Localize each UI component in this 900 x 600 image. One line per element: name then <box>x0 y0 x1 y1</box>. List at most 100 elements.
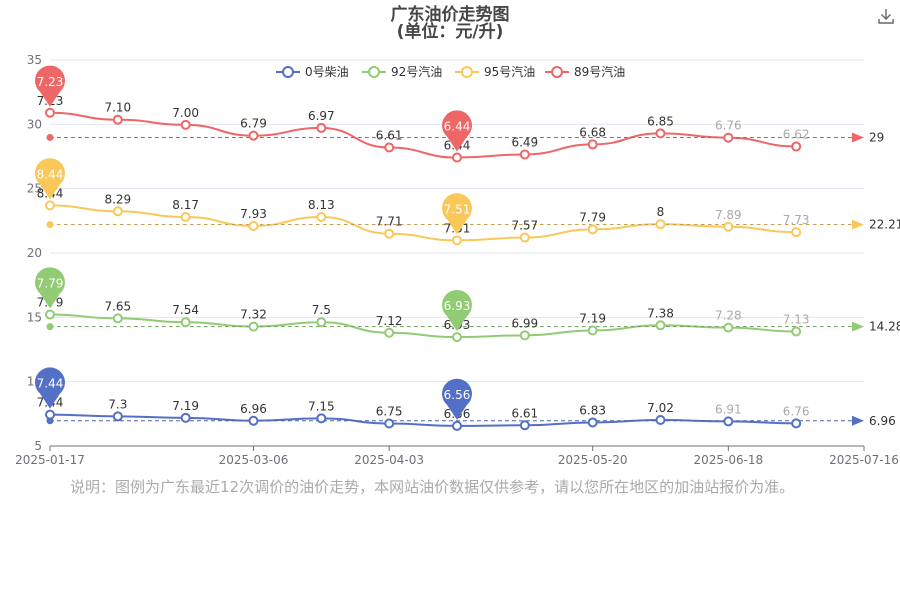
data-label: 6.97 <box>308 109 335 123</box>
data-point <box>45 309 55 320</box>
data-label: 7.02 <box>647 401 674 415</box>
data-point <box>723 132 734 143</box>
data-point <box>112 313 123 324</box>
data-label: 6.76 <box>715 119 742 133</box>
min-pin-label: 6.44 <box>444 120 471 134</box>
data-point <box>248 130 259 141</box>
max-pin-shape <box>35 158 65 200</box>
min-pin-label: 7.51 <box>444 202 471 216</box>
data-point <box>316 122 327 133</box>
legend-item-1[interactable]: 92号汽油 <box>362 64 442 79</box>
x-axis: 2025-01-17 2025-03-06 2025-04-03 2025-05-20… <box>15 446 899 467</box>
data-label: 6.91 <box>715 402 742 416</box>
data-label: 6.68 <box>579 125 606 139</box>
data-point <box>316 211 327 222</box>
min-pin-label: 6.93 <box>444 299 471 313</box>
data-point <box>791 141 802 152</box>
data-point <box>384 418 395 429</box>
data-point <box>655 320 666 331</box>
data-point <box>180 211 191 222</box>
x-tick-label: 2025-05-20 <box>558 453 628 467</box>
data-label: 6.83 <box>579 403 606 417</box>
data-label: 8 <box>657 205 665 219</box>
max-pin-label: 7.79 <box>37 277 64 291</box>
data-point <box>587 224 598 235</box>
legend-swatch-marker <box>368 66 380 78</box>
data-point <box>723 416 734 427</box>
min-pin-shape <box>442 378 472 420</box>
x-tick-label: 2025-07-16 <box>829 453 899 467</box>
data-label: 6.75 <box>376 404 403 418</box>
data-point <box>587 325 598 336</box>
max-pin-label: 7.44 <box>37 377 64 391</box>
data-point <box>655 128 666 139</box>
data-point <box>384 327 395 338</box>
data-point <box>248 220 259 231</box>
max-pin-shape <box>35 267 65 309</box>
data-point <box>384 228 395 239</box>
data-label: 7.00 <box>172 106 199 120</box>
data-point <box>655 219 666 230</box>
data-point <box>180 412 191 423</box>
data-point <box>112 206 123 217</box>
average-label: 29 <box>869 130 884 144</box>
data-point <box>452 235 462 246</box>
data-point <box>248 415 259 426</box>
x-tick-label: 2025-06-18 <box>693 453 763 467</box>
legend-swatch-marker <box>461 66 473 78</box>
max-pin-shape <box>35 65 65 107</box>
average-start-dot <box>46 133 54 141</box>
legend-item-3[interactable]: 89号汽油 <box>545 64 625 79</box>
data-label: 7.10 <box>104 101 131 115</box>
data-label: 7.38 <box>647 306 674 320</box>
legend-item-0[interactable]: 0号柴油 <box>276 65 349 79</box>
legend-label: 92号汽油 <box>391 64 442 79</box>
data-label: 6.61 <box>376 128 403 142</box>
data-label: 8.17 <box>172 198 199 212</box>
data-point <box>45 200 55 211</box>
download-button[interactable] <box>876 6 896 26</box>
max-pin-label: 7.23 <box>37 75 64 89</box>
average-arrow <box>852 321 864 332</box>
y-tick-label: 30 <box>27 117 42 131</box>
min-pin-label: 6.56 <box>444 388 471 402</box>
average-arrow <box>852 219 864 230</box>
data-label: 7.65 <box>104 299 131 313</box>
data-label: 7.15 <box>308 399 335 413</box>
y-tick-label: 20 <box>27 246 42 260</box>
data-point <box>180 119 191 130</box>
data-point <box>519 330 530 341</box>
min-pin: 6.56 <box>442 378 472 420</box>
average-label: 22.21 <box>869 218 900 232</box>
data-label: 7.71 <box>376 215 403 229</box>
max-pin: 8.44 <box>35 158 65 200</box>
data-label: 7.93 <box>240 207 267 221</box>
data-label: 7.73 <box>783 213 810 227</box>
min-pin: 7.51 <box>442 193 472 235</box>
data-label: 7.12 <box>376 314 403 328</box>
data-point <box>587 139 598 150</box>
x-tick-label: 2025-01-17 <box>15 453 85 467</box>
legend[interactable]: 0号柴油 92号汽油 95号汽油 89号汽油 <box>276 64 625 79</box>
data-label: 7.57 <box>511 219 538 233</box>
data-label: 7.19 <box>172 399 199 413</box>
max-pin: 7.79 <box>35 267 65 309</box>
chart-title: 广东油价走势图 <box>391 4 510 25</box>
download-icon <box>878 9 894 24</box>
data-label: 8.29 <box>104 192 131 206</box>
series-2: 22.21 8.44 8.29 8.17 7.93 8.13 7.71 7.51 7.57 7.7… <box>35 158 900 246</box>
data-label: 7.54 <box>172 303 199 317</box>
chart-subtitle: (单位：元/升) <box>397 21 504 42</box>
data-point <box>112 411 123 422</box>
data-label: 7.13 <box>783 312 810 326</box>
average-start-dot <box>46 221 54 229</box>
data-point <box>723 221 734 232</box>
legend-swatch-marker <box>282 66 294 78</box>
data-label: 8.13 <box>308 198 335 212</box>
x-tick-label: 2025-04-03 <box>354 453 424 467</box>
data-point <box>723 322 734 333</box>
data-point <box>316 317 327 328</box>
average-label: 14.28 <box>869 320 900 334</box>
series-line <box>49 413 797 427</box>
legend-item-2[interactable]: 95号汽油 <box>455 64 535 79</box>
